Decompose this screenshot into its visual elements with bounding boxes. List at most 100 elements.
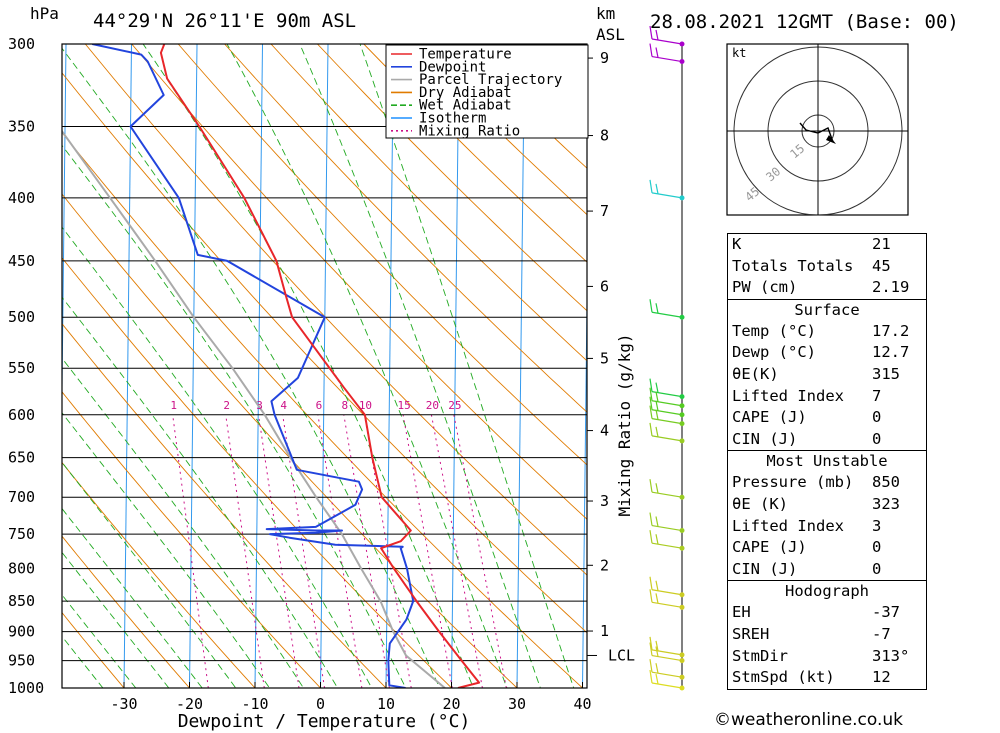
- asl-unit-label: ASL: [596, 25, 625, 44]
- index-block-heading: Surface: [794, 300, 860, 319]
- mixing-ratio-line: [172, 414, 209, 688]
- isotherm-line: [0, 44, 1, 688]
- index-label: CIN (J): [732, 559, 798, 578]
- wet-adiabat-line: [62, 226, 373, 688]
- wind-barb: [649, 43, 683, 63]
- index-block: Hodograph EH -37 SREH -7 StmDir 313° StmSpd (kt…: [727, 580, 927, 690]
- temperature-tick-label: 0: [316, 695, 325, 713]
- pressure-tick-label: 900: [8, 623, 35, 641]
- km-tick-label: 1: [600, 622, 609, 640]
- index-label: θE(K): [732, 364, 779, 383]
- index-value: 315: [872, 364, 900, 383]
- wind-barb-staff: [651, 654, 683, 662]
- legend-label: Isotherm: [419, 111, 486, 127]
- index-value: -37: [872, 603, 900, 622]
- km-tick-label: 4: [600, 422, 609, 440]
- index-row: Lifted Index 3: [728, 516, 926, 538]
- dry-adiabat-line: [62, 461, 256, 688]
- background-lines: [0, 44, 587, 688]
- wind-barb-flag: [655, 580, 659, 591]
- km-unit-label: km: [596, 4, 615, 23]
- wind-barb-flag: [655, 663, 659, 674]
- pressure-tick-label: 750: [8, 525, 35, 543]
- index-row: CAPE (J) 0: [728, 407, 926, 429]
- index-block: Surface Temp (°C) 17.2 Dewp (°C) 12.7 θE(K) 31…: [727, 298, 927, 451]
- series-line-temperature: [159, 44, 481, 688]
- km-tick-label: 3: [600, 492, 609, 510]
- dry-adiabat-line: [363, 44, 587, 263]
- temperature-tick-label: 30: [508, 695, 526, 713]
- wind-barb-flag: [655, 673, 659, 685]
- temperature-tick-label: 10: [377, 695, 395, 713]
- wind-barb: [649, 576, 683, 596]
- wind-barb-staff: [651, 601, 683, 608]
- isotherm-line: [385, 44, 395, 688]
- isotherm-line: [516, 44, 526, 688]
- dry-adiabat-line: [62, 131, 584, 688]
- index-label: CAPE (J): [732, 538, 807, 557]
- index-block: Most Unstable Pressure (mb) 850 θE (K) 323 Li…: [727, 450, 927, 581]
- wet-adiabat-line: [62, 357, 305, 688]
- wind-barb-staff: [651, 55, 683, 63]
- index-row: Lifted Index 7: [728, 386, 926, 408]
- wind-barb-flag: [655, 483, 659, 494]
- index-value: 7: [872, 386, 882, 405]
- wind-barb-staff: [651, 435, 683, 442]
- wind-barb-flag: [649, 642, 653, 656]
- index-row: SREH -7: [728, 624, 926, 646]
- wind-barb-flag: [655, 593, 659, 604]
- mixing-ratio-line: [258, 414, 300, 688]
- wet-adiabat-line: [142, 44, 474, 688]
- series-line-dewpoint: [91, 44, 415, 688]
- x-axis-title: Dewpoint / Temperature (°C): [178, 711, 471, 732]
- pressure-tick-label: 300: [8, 35, 35, 53]
- index-row: PW (cm) 2.19: [728, 277, 926, 299]
- pressure-tick-label: 450: [8, 252, 35, 270]
- wind-barb-flag: [649, 512, 653, 526]
- credit-text: ©weatheronline.co.uk: [714, 710, 904, 730]
- wet-adiabat-line: [62, 635, 104, 688]
- mixing-ratio-line: [317, 414, 363, 688]
- pressure-tick-label: 650: [8, 449, 35, 467]
- index-value: 21: [872, 235, 891, 253]
- wind-barb-staff: [651, 589, 683, 596]
- mixing-ratio-label: 3: [256, 399, 263, 412]
- index-label: Totals Totals: [732, 256, 854, 275]
- index-value: 12: [872, 668, 891, 687]
- index-block-heading: Hodograph: [785, 582, 869, 601]
- wind-barb: [649, 405, 683, 425]
- wind-barb-flag: [649, 530, 653, 544]
- dry-adiabat-line: [270, 44, 587, 362]
- wind-barb: [649, 589, 683, 608]
- index-value: 17.2: [872, 321, 910, 340]
- wind-barb: [649, 512, 683, 532]
- wet-adiabat-line: [359, 44, 575, 688]
- sounding-profiles: [62, 44, 481, 688]
- legend-label: Parcel Trajectory: [419, 72, 562, 88]
- dry-adiabat-line: [177, 44, 587, 466]
- wet-adiabat-line: [226, 44, 508, 688]
- wind-barb-flag: [649, 179, 653, 193]
- index-label: θE (K): [732, 494, 788, 513]
- series-line-parcel-trajectory: [62, 129, 446, 688]
- mixing-ratio-line: [402, 414, 453, 688]
- index-block-heading: Most Unstable: [766, 452, 888, 471]
- axis-labels: 3003504004505005506006507007508008509009…: [8, 35, 635, 713]
- isotherm-line: [582, 259, 587, 688]
- index-label: Lifted Index: [732, 386, 844, 405]
- wind-barb-flag: [649, 396, 653, 410]
- wind-barb-flag: [649, 479, 653, 493]
- mixing-ratio-label: 20: [426, 399, 439, 412]
- mixing-ratio-line: [282, 414, 326, 688]
- index-row: StmSpd (kt) 12: [728, 667, 926, 689]
- index-row: θE(K) 315: [728, 364, 926, 386]
- wind-barb-flag: [655, 391, 659, 402]
- mixing-ratio-label: 4: [280, 399, 287, 412]
- mixing-ratio-label: 25: [448, 399, 461, 412]
- wind-barb-flag: [649, 43, 653, 57]
- index-row: Totals Totals 45: [728, 256, 926, 278]
- wind-barb-flag: [649, 636, 653, 650]
- wind-barb-flag: [655, 382, 659, 393]
- legend-box: [385, 44, 589, 139]
- index-label: K: [732, 235, 742, 253]
